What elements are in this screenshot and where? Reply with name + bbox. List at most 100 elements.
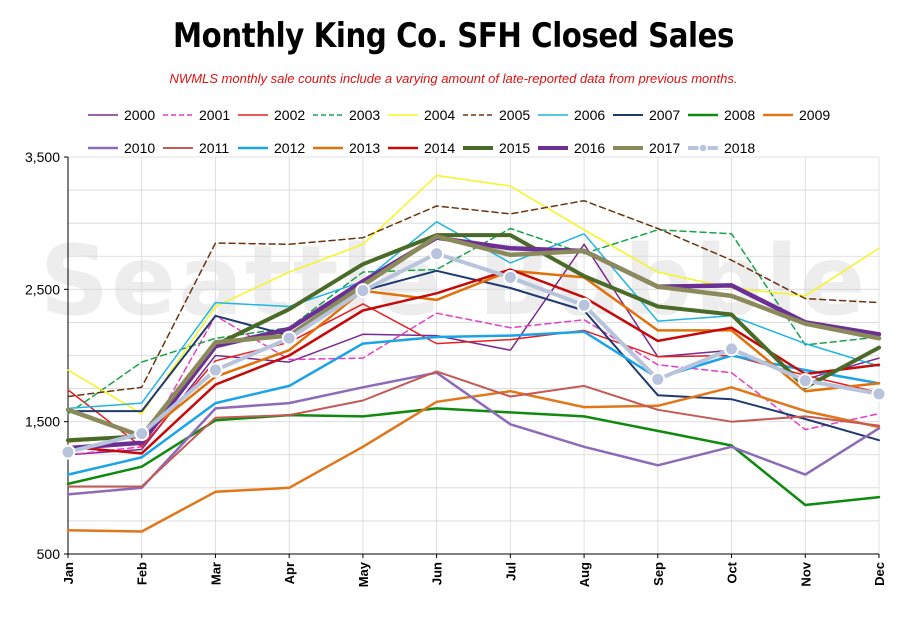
series-line-2013 (66, 269, 881, 443)
x-tick-label: Apr (282, 562, 297, 584)
series-line-2007 (67, 269, 880, 442)
legend-label: 2017 (649, 140, 681, 156)
series-line-2016 (65, 235, 882, 451)
series-line-2012 (66, 330, 881, 476)
chart-subtitle: NWMLS monthly sale counts include a vary… (169, 71, 738, 86)
data-point-2018 (576, 297, 592, 313)
legend-swatch (613, 146, 643, 150)
data-point-2018 (355, 283, 371, 299)
legend-swatch (463, 114, 493, 116)
legend-swatch (88, 114, 118, 116)
series-line-2017 (65, 234, 882, 439)
series-line-2014 (66, 268, 881, 455)
legend-label: 2013 (349, 140, 381, 156)
legend-swatch (388, 114, 418, 116)
legend-label: 2006 (574, 107, 606, 123)
x-tick-label: Feb (135, 562, 150, 585)
legend-swatch (313, 146, 343, 150)
legend-item-2012: 2012 (236, 140, 305, 156)
legend-label: 2011 (199, 140, 230, 156)
data-point-2018 (134, 426, 150, 442)
legend-swatch (613, 114, 643, 116)
legend-swatch (538, 146, 568, 150)
legend-swatch (88, 146, 118, 150)
x-tick-label: Oct (725, 561, 740, 583)
legend-swatch (763, 113, 793, 117)
data-point-2018 (60, 444, 76, 460)
legend-swatch (538, 114, 568, 116)
legend-item-2017: 2017 (611, 140, 680, 156)
data-point-2018 (650, 371, 666, 387)
legend-item-2006: 2006 (536, 107, 605, 123)
legend-label: 2007 (649, 107, 681, 123)
legend-label: 2015 (499, 140, 531, 156)
series-line-2010 (66, 371, 881, 496)
x-tick-label: Dec (872, 562, 887, 586)
x-tick-label: Jun (430, 562, 445, 585)
series-line-2018 (66, 251, 881, 455)
legend-item-2016: 2016 (536, 140, 605, 156)
y-tick-label: 500 (37, 546, 61, 562)
legend-item-2007: 2007 (611, 107, 680, 123)
chart-title: Monthly King Co. SFH Closed Sales (173, 16, 734, 56)
legend-item-2004: 2004 (386, 107, 455, 123)
x-tick-label: Nov (798, 561, 813, 586)
y-tick-label: 3,500 (25, 149, 60, 165)
series-line-2009 (66, 386, 881, 533)
legend-label: 2008 (724, 107, 756, 123)
legend-item-2010: 2010 (86, 140, 155, 156)
data-point-2018 (281, 330, 297, 346)
data-point-2018 (429, 246, 445, 262)
legend-item-2003: 2003 (311, 107, 380, 123)
legend-item-2018: 2018 (686, 140, 755, 156)
legend-item-2005: 2005 (461, 107, 530, 123)
legend-swatch (163, 114, 193, 116)
data-point-2018 (207, 362, 223, 378)
x-tick-label: Aug (577, 562, 592, 587)
legend-label: 2005 (499, 107, 531, 123)
legend-label: 2010 (124, 140, 156, 156)
series-line-2001 (67, 312, 880, 456)
y-tick-label: 1,500 (25, 414, 60, 430)
legend-label: 2003 (349, 107, 381, 123)
legend-item-2009: 2009 (761, 107, 830, 123)
legend-item-2014: 2014 (386, 140, 455, 156)
legend-label: 2016 (574, 140, 606, 156)
legend-label: 2012 (274, 140, 306, 156)
x-tick-label: Jan (61, 562, 76, 584)
legend-item-2001: 2001 (161, 107, 230, 123)
data-point-2018 (502, 269, 518, 285)
x-tick-label: Sep (651, 562, 666, 586)
legend-item-2011: 2011 (161, 140, 229, 156)
legend-item-2002: 2002 (236, 107, 305, 123)
data-point-2018 (871, 386, 887, 402)
legend-swatch (688, 143, 718, 153)
legend-swatch (238, 146, 268, 150)
x-tick-label: May (356, 561, 371, 587)
x-tick-label: Jul (503, 562, 518, 581)
legend-label: 2004 (424, 107, 456, 123)
legend-item-2013: 2013 (311, 140, 380, 156)
series-line-2005 (67, 199, 880, 398)
y-tick-label: 2,500 (25, 281, 60, 297)
legend-label: 2009 (799, 107, 831, 123)
legend-swatch (688, 113, 718, 117)
series-line-2011 (67, 370, 880, 488)
legend-label: 2002 (274, 107, 306, 123)
legend-label: 2001 (199, 107, 231, 123)
legend-swatch (313, 114, 343, 116)
legend-swatch (163, 147, 193, 149)
legend-item-2000: 2000 (86, 107, 155, 123)
legend-label: 2000 (124, 107, 156, 123)
legend-swatch (238, 114, 268, 116)
legend-label: 2014 (424, 140, 456, 156)
x-tick-label: Mar (208, 562, 223, 585)
legend-item-2015: 2015 (461, 140, 530, 156)
legend-item-2008: 2008 (686, 107, 755, 123)
data-point-2018 (724, 341, 740, 357)
legend-swatch (463, 146, 493, 150)
data-point-2018 (797, 373, 813, 389)
legend-swatch (388, 146, 418, 150)
series-line-2003 (67, 227, 880, 415)
